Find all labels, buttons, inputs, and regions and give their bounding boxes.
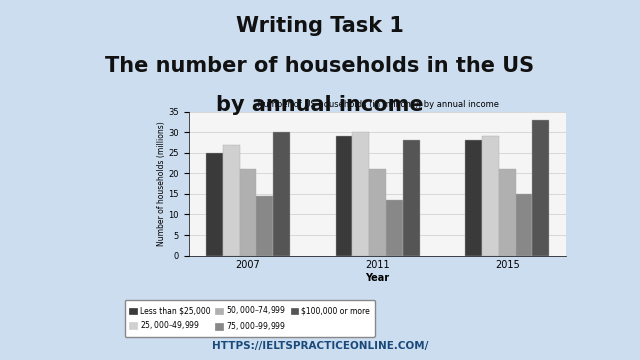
Bar	[465, 140, 482, 256]
Title: Number of US households (in millions), by annual income: Number of US households (in millions), b…	[257, 100, 499, 109]
Bar	[257, 196, 273, 256]
Bar	[239, 169, 257, 256]
Text: HTTPS://IELTSPRACTICEONLINE.COM/: HTTPS://IELTSPRACTICEONLINE.COM/	[212, 341, 428, 351]
Bar	[403, 140, 420, 256]
Bar	[206, 153, 223, 256]
Bar	[482, 136, 499, 256]
Bar	[516, 194, 532, 256]
Text: The number of households in the US: The number of households in the US	[106, 56, 534, 76]
Bar	[353, 132, 369, 256]
Bar	[532, 120, 549, 256]
X-axis label: Year: Year	[365, 273, 390, 283]
Bar	[499, 169, 516, 256]
Y-axis label: Number of households (millions): Number of households (millions)	[157, 121, 166, 246]
Text: by annual income: by annual income	[216, 95, 424, 116]
Bar	[369, 169, 386, 256]
Bar	[273, 132, 290, 256]
Bar	[335, 136, 353, 256]
Bar	[386, 200, 403, 256]
Bar	[223, 144, 239, 256]
Legend: Less than $25,000, $25,000–$49,999, $50,000–$74,999, $75,000–$99,999, $100,000 o: Less than $25,000, $25,000–$49,999, $50,…	[125, 300, 374, 337]
Text: Writing Task 1: Writing Task 1	[236, 16, 404, 36]
